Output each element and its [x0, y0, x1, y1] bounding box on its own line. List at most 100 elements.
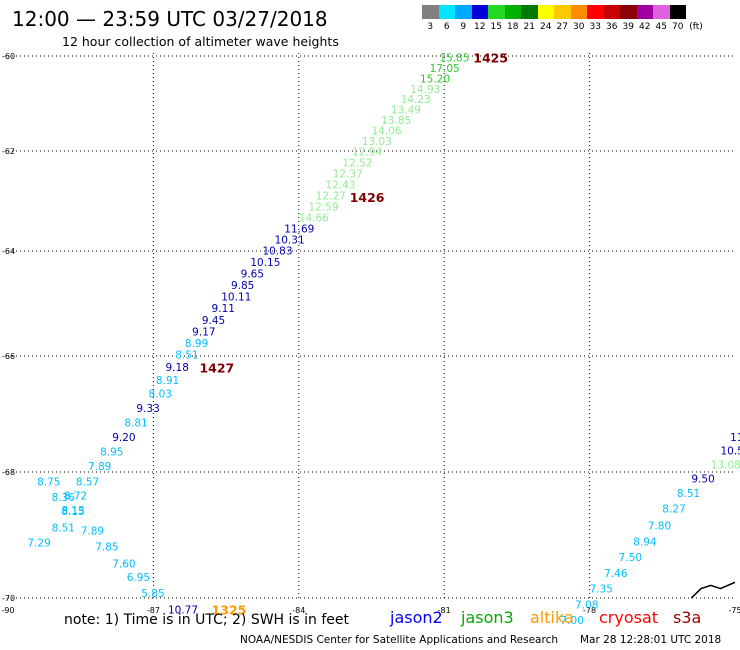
wave-height-label: 7.08 — [575, 599, 598, 611]
wave-height-label: 8.36 — [52, 492, 76, 504]
wave-height-label: 8.91 — [156, 375, 179, 387]
wave-height-label: 7.89 — [81, 526, 104, 538]
wave-height-label: 12.94 — [352, 147, 382, 159]
wave-height-label: 11.69 — [284, 224, 314, 236]
credit-text: NOAA/NESDIS Center for Satellite Applica… — [240, 634, 558, 646]
lat-tick-label: -60 — [2, 52, 15, 61]
wave-height-label: 15.20 — [420, 73, 450, 85]
generated-timestamp: Mar 28 12:28:01 UTC 2018 — [580, 634, 722, 646]
wave-height-label: 10.31 — [275, 235, 305, 247]
wave-height-label: 14.93 — [410, 84, 440, 96]
scale-swatch-3 — [422, 5, 439, 19]
lon-tick-label: -87 — [147, 606, 160, 615]
wave-height-label: 14.66 — [299, 213, 329, 225]
wave-height-label: 8.94 — [633, 536, 657, 548]
wave-height-label: 8.95 — [100, 447, 123, 459]
wave-height-label: 8.51 — [52, 522, 75, 534]
satellite-altika: altika — [530, 608, 574, 627]
lat-tick-label: -62 — [2, 147, 15, 156]
scale-label-15: 15 — [490, 22, 502, 32]
wave-height-label: 7.00 — [561, 615, 584, 627]
scale-label-42: 42 — [639, 22, 651, 32]
pass-time-label: 1427 — [199, 361, 234, 376]
wave-height-label: 7.60 — [112, 558, 135, 570]
wave-height-label: 15.85 — [439, 52, 469, 64]
wave-height-label: 10.53 — [720, 446, 740, 458]
lat-tick-label: -64 — [2, 247, 15, 256]
wave-height-label: 8.51 — [175, 349, 198, 361]
wave-height-label: 13.08 — [711, 459, 740, 471]
footer-note: note: 1) Time is in UTC; 2) SWH is in fe… — [64, 612, 350, 628]
wave-height-label: 9.50 — [691, 473, 714, 485]
page-title: 12:00 — 23:59 UTC 03/27/2018 — [12, 7, 328, 31]
wave-height-label: 9.20 — [112, 432, 135, 444]
coastline — [690, 581, 736, 599]
satellite-jason2: jason2 — [390, 608, 443, 627]
lon-tick-label: -84 — [292, 606, 305, 615]
pass-time-label: 1425 — [473, 50, 508, 65]
scale-swatch-9 — [455, 5, 472, 19]
wave-height-label: 7.46 — [604, 568, 628, 580]
wave-height-label: 6.95 — [127, 572, 150, 584]
lon-tick-label: -75 — [728, 606, 740, 615]
wave-height-label: 12.52 — [342, 158, 372, 170]
wave-height-label: 8.99 — [185, 338, 208, 350]
wave-height-label: 7.89 — [88, 461, 111, 473]
scale-swatch-6 — [438, 5, 455, 19]
scale-swatch-27 — [554, 5, 571, 19]
lon-tick-label: -90 — [1, 606, 14, 615]
wave-height-label: 8.03 — [149, 389, 172, 401]
wave-height-label: 7.85 — [95, 541, 118, 553]
scale-label-36: 36 — [606, 22, 618, 32]
wave-height-label: 13.85 — [381, 115, 411, 127]
lat-tick-label: -70 — [2, 594, 15, 603]
satellite-cryosat: cryosat — [599, 608, 659, 627]
scale-label-27: 27 — [556, 22, 568, 32]
wave-height-label: 9.45 — [202, 315, 225, 327]
scale-label-18: 18 — [507, 22, 519, 32]
wave-height-label: 9.18 — [166, 362, 189, 374]
wave-height-label: 7.35 — [590, 584, 613, 596]
scale-swatch-42 — [636, 5, 653, 19]
scale-swatch-12 — [471, 5, 488, 19]
pass-time-label: 1426 — [350, 190, 385, 205]
wave-height-label: 11 — [730, 432, 740, 444]
wave-height-label: 12.59 — [308, 202, 338, 214]
scale-label-39: 39 — [622, 22, 634, 32]
wave-height-label: 10.77 — [168, 604, 198, 616]
satellite-jason3: jason3 — [461, 608, 514, 627]
lat-tick-label: -68 — [2, 468, 15, 477]
wave-height-label: 17.05 — [430, 63, 460, 75]
wave-height-label: 7.50 — [619, 552, 642, 564]
scale-label-6: 6 — [443, 22, 450, 32]
scale-label-3: 3 — [427, 22, 434, 32]
wave-height-label: 8.72 — [64, 490, 87, 502]
wave-height-label: 9.17 — [192, 326, 215, 338]
wave-height-label: 9.85 — [231, 280, 254, 292]
wave-height-label: 12.37 — [333, 169, 363, 181]
wave-height-label: 7.29 — [27, 538, 50, 550]
scale-swatch-70 — [669, 5, 686, 19]
scale-swatch-21 — [521, 5, 538, 19]
wave-height-label: 7.80 — [648, 521, 671, 533]
pass-time-label: 1325 — [212, 602, 247, 617]
scale-label-70: 70 — [672, 22, 684, 32]
wave-height-label: 14.06 — [372, 126, 402, 138]
wave-height-label: 10.83 — [262, 246, 292, 258]
wave-height-label: 8.15 — [61, 506, 84, 518]
scale-swatch-15 — [488, 5, 505, 19]
wave-height-label: 14.23 — [401, 94, 431, 106]
wave-height-label: 10.11 — [221, 292, 251, 304]
satellite-s3a: s3a — [673, 608, 702, 627]
wave-height-label: 12.43 — [325, 180, 355, 192]
wave-height-label: 12.27 — [316, 191, 346, 203]
wave-height-label: 9.65 — [241, 269, 264, 281]
wave-height-label: 9.33 — [136, 403, 159, 415]
scale-label-45: 45 — [655, 22, 667, 32]
wave-height-label: 8.13 — [61, 505, 84, 517]
scale-swatch-30 — [570, 5, 587, 19]
scale-label-9: 9 — [460, 22, 467, 32]
wave-height-label: 5.85 — [141, 588, 164, 600]
wave-height-label: 13.03 — [362, 136, 392, 148]
